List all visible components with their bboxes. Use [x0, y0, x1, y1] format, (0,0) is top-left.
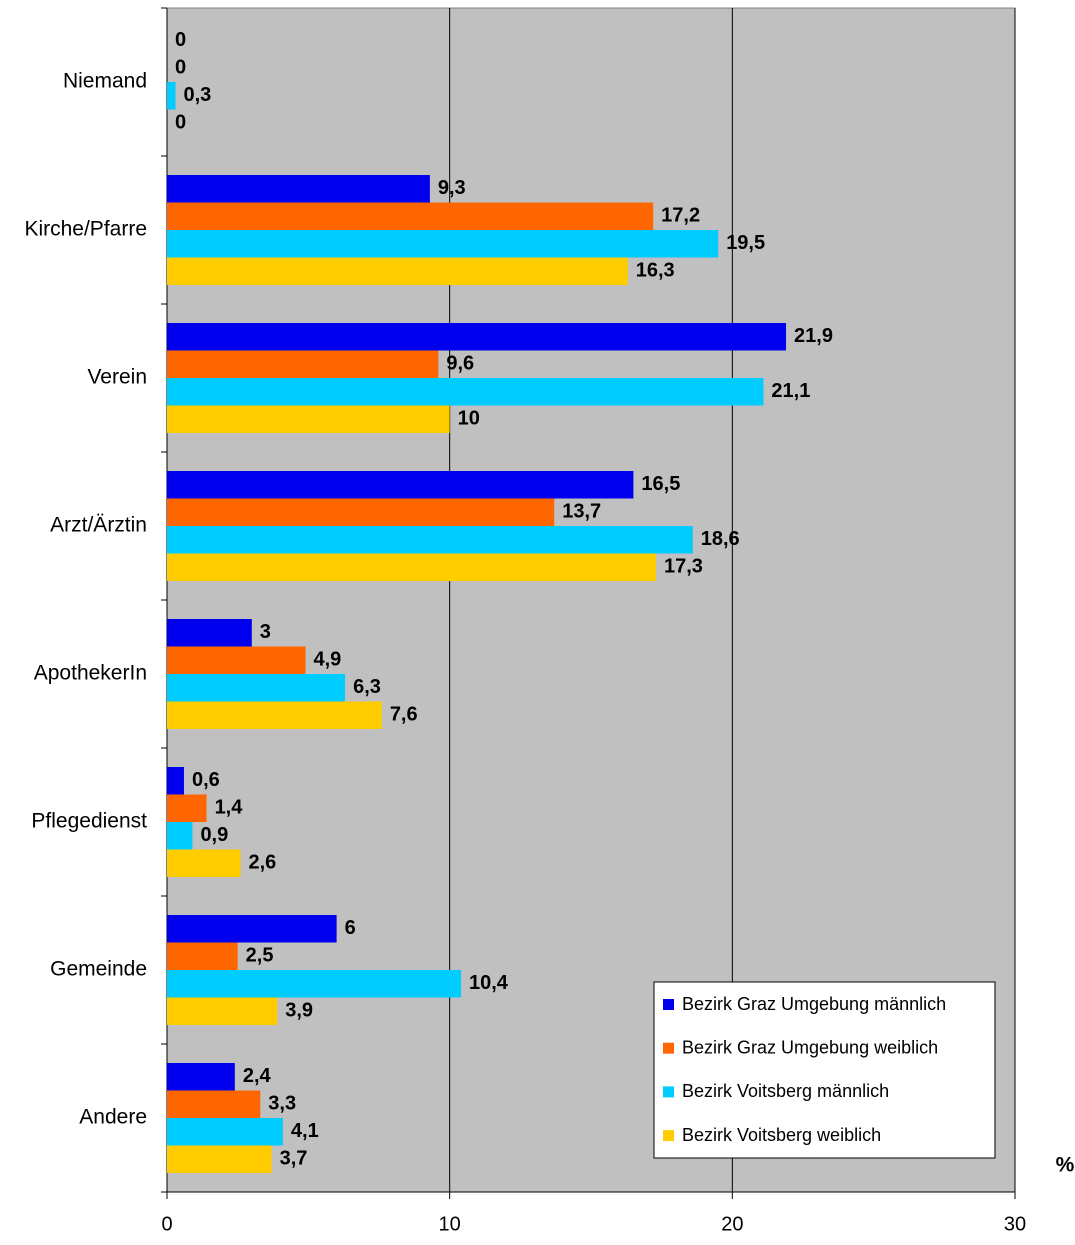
value-label: 2,4	[243, 1065, 272, 1087]
value-label: 10	[458, 408, 480, 430]
bar	[167, 794, 207, 822]
bar	[167, 646, 306, 674]
x-tick-label: 0	[161, 1213, 172, 1235]
value-label: 3,7	[280, 1148, 308, 1170]
value-label: 18,6	[701, 528, 740, 550]
bar	[167, 1118, 283, 1146]
bar	[167, 498, 555, 526]
legend-label: Bezirk Voitsberg männlich	[682, 1081, 889, 1101]
bar	[167, 767, 184, 795]
x-tick-label: 30	[1004, 1213, 1026, 1235]
bar	[167, 471, 634, 499]
value-label: 4,9	[314, 649, 342, 671]
legend-swatch	[663, 1042, 674, 1054]
value-label: 10,4	[469, 972, 509, 994]
x-tick-label: 20	[721, 1213, 743, 1235]
bar	[167, 202, 654, 230]
bar	[167, 257, 628, 285]
category-label: Pflegedienst	[31, 810, 147, 833]
value-label: 16,5	[641, 473, 680, 495]
value-label: 21,1	[771, 380, 810, 402]
legend-label: Bezirk Graz Umgebung männlich	[682, 994, 946, 1014]
value-label: 0,9	[200, 824, 228, 846]
value-label: 4,1	[291, 1120, 319, 1142]
bar	[167, 701, 382, 729]
value-label: 19,5	[726, 232, 765, 254]
bar	[167, 350, 439, 378]
value-label: 1,4	[215, 797, 244, 819]
bar	[167, 970, 461, 998]
value-label: 16,3	[636, 260, 675, 282]
category-label: Arzt/Ärztin	[50, 514, 147, 537]
bar	[167, 849, 241, 877]
category-label: ApothekerIn	[34, 662, 147, 685]
legend-label: Bezirk Graz Umgebung weiblich	[682, 1037, 938, 1057]
value-label: 9,6	[446, 353, 474, 375]
value-label: 0	[175, 29, 186, 51]
value-label: 3,3	[268, 1093, 296, 1115]
bar	[167, 323, 787, 351]
x-tick-label: 10	[439, 1213, 461, 1235]
bar	[167, 822, 193, 850]
legend-swatch	[663, 1130, 674, 1142]
bar	[167, 942, 238, 970]
value-label: 13,7	[562, 501, 601, 523]
bar	[167, 1090, 261, 1118]
bar	[167, 405, 450, 433]
category-label: Andere	[79, 1106, 147, 1129]
bar	[167, 82, 176, 110]
value-label: 17,3	[664, 556, 703, 578]
value-label: 6	[345, 917, 356, 939]
value-label: 0,3	[183, 84, 211, 106]
category-label: Kirche/Pfarre	[24, 218, 147, 241]
value-label: 0,6	[192, 769, 220, 791]
value-label: 6,3	[353, 676, 381, 698]
bar	[167, 1063, 235, 1091]
value-label: 21,9	[794, 325, 833, 347]
legend-swatch	[663, 999, 674, 1010]
bar	[167, 553, 657, 581]
category-label: Niemand	[63, 70, 147, 93]
bar	[167, 997, 278, 1025]
value-label: 9,3	[438, 177, 466, 199]
bar	[167, 915, 337, 943]
value-label: 3,9	[285, 1000, 313, 1022]
legend-label: Bezirk Voitsberg weiblich	[682, 1125, 881, 1145]
bar	[167, 674, 346, 702]
bar	[167, 619, 252, 647]
bar	[167, 378, 764, 406]
x-axis-label: %	[1056, 1154, 1075, 1177]
legend-box	[653, 981, 996, 1159]
bar	[167, 175, 430, 203]
value-label: 17,2	[661, 205, 700, 227]
value-label: 3	[260, 621, 271, 643]
bar	[167, 230, 719, 258]
bar	[167, 1145, 272, 1173]
value-label: 0	[175, 57, 186, 79]
category-label: Verein	[87, 366, 147, 389]
value-label: 0	[175, 112, 186, 134]
value-label: 2,5	[246, 945, 274, 967]
value-label: 2,6	[248, 852, 276, 874]
bar	[167, 526, 693, 554]
category-label: Gemeinde	[50, 958, 147, 981]
legend-swatch	[663, 1086, 674, 1098]
value-label: 7,6	[390, 704, 418, 726]
